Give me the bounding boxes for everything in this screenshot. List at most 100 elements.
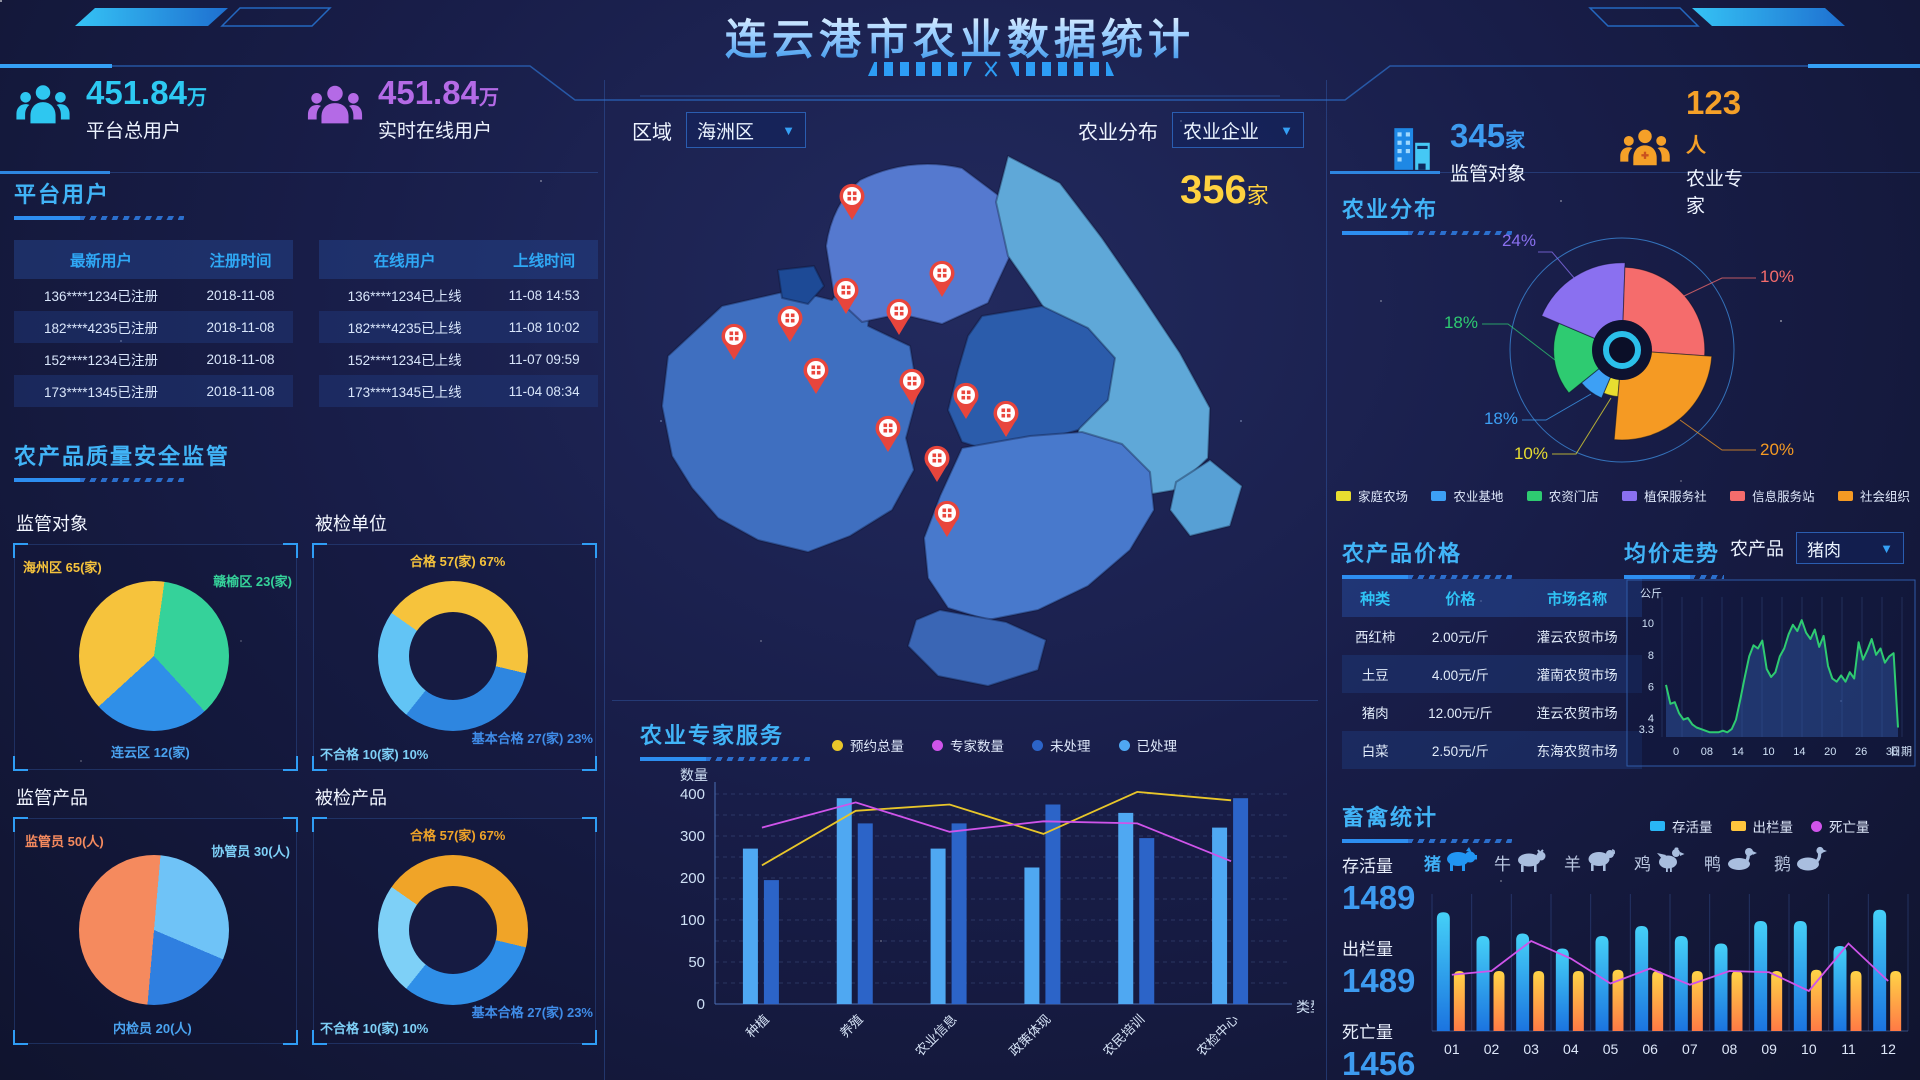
animal-tab-sheep[interactable]: 羊	[1564, 846, 1618, 878]
legend-label: 专家数量	[950, 739, 1004, 754]
bar-出栏量	[1652, 971, 1664, 1031]
table-header-cell: 市场名称	[1512, 579, 1642, 617]
table-row: 土豆 4.00元/斤 灌南农贸市场	[1342, 655, 1642, 693]
svg-text:农民培训: 农民培训	[1100, 1012, 1147, 1059]
svg-text:09: 09	[1761, 1041, 1777, 1057]
animal-tab-cow[interactable]: 牛	[1494, 846, 1548, 878]
legend-item[interactable]: 农资门店	[1526, 486, 1599, 505]
map-pin[interactable]	[875, 415, 901, 452]
animal-tab-pig[interactable]: 猪	[1424, 846, 1478, 878]
svg-text:07: 07	[1682, 1041, 1698, 1057]
table-cell: 11-08 14:53	[508, 287, 580, 303]
chicken-icon	[1655, 846, 1688, 878]
svg-text:14: 14	[1732, 746, 1744, 758]
legend-swatch	[1526, 490, 1542, 501]
map-pin[interactable]	[993, 400, 1019, 437]
svg-text:日期: 日期	[1890, 745, 1912, 758]
map-pin[interactable]	[721, 323, 747, 360]
map-pin[interactable]	[929, 260, 955, 297]
left-stats-row: 451.84万 平台总用户 451.84万 实时在线用户	[14, 74, 598, 143]
legend-item[interactable]: 预约总量	[832, 735, 904, 755]
table-row: 白菜 2.50元/斤 东海农贸市场	[1342, 731, 1642, 769]
legend-item[interactable]: 家庭农场	[1336, 486, 1408, 505]
legend-item[interactable]: 死亡量	[1811, 816, 1870, 836]
svg-text:24%: 24%	[1502, 231, 1536, 250]
product-select[interactable]: 猪肉 ▼	[1796, 532, 1904, 564]
stat-online-users-label: 实时在线用户	[378, 121, 493, 142]
table-cell: 灌云农贸市场	[1536, 630, 1618, 645]
distribution-select[interactable]: 农业企业 ▼	[1172, 112, 1304, 148]
svg-text:05: 05	[1603, 1041, 1619, 1057]
legend-swatch	[1837, 490, 1853, 501]
expert-legend: 预约总量 专家数量 未处理 已处理	[832, 735, 1177, 755]
map-pin[interactable]	[839, 183, 865, 220]
svg-text:10: 10	[1801, 1041, 1817, 1057]
stat-supervised-label: 监管对象	[1450, 163, 1527, 185]
legend-item[interactable]: 出栏量	[1730, 816, 1793, 836]
pie-label: 基本合格 27(家) 23%	[471, 1005, 593, 1020]
svg-text:200: 200	[680, 870, 705, 887]
pie-label: 合格 57(家) 67%	[410, 554, 506, 569]
chevron-down-icon: ▼	[1880, 540, 1893, 556]
region-select[interactable]: 海洲区 ▼	[686, 112, 806, 148]
map-pin[interactable]	[934, 500, 960, 537]
platform-user-tables: 最新用户 注册时间 136****1234已注册 2018-11-08 182****4…	[14, 240, 598, 407]
legend-item[interactable]: 社会组织	[1837, 486, 1910, 505]
stat-experts: 123人 农业专家	[1618, 84, 1760, 218]
legend-swatch	[1032, 739, 1043, 751]
bar-出栏量	[1850, 971, 1862, 1031]
animal-label: 鸡	[1634, 854, 1651, 874]
livestock-stats: 存活量 1489 出栏量 1489 死亡量 1456	[1342, 852, 1428, 1080]
map-pin[interactable]	[924, 445, 950, 482]
table-cell: 4.00元/斤	[1431, 668, 1489, 683]
legend-label: 农业基地	[1453, 490, 1504, 504]
bar-出栏量	[1612, 969, 1624, 1031]
svg-text:400: 400	[680, 786, 705, 803]
svg-text:数量: 数量	[680, 767, 708, 783]
legend-item[interactable]: 专家数量	[932, 735, 1004, 755]
map-pin[interactable]	[953, 382, 979, 419]
table-cell: 136****1234已上线	[347, 289, 462, 304]
duck-icon	[1725, 846, 1758, 878]
map-count: 356家	[1180, 168, 1269, 212]
svg-text:0: 0	[697, 996, 705, 1013]
legend-swatch	[1650, 821, 1665, 831]
bar-存活量	[1516, 933, 1530, 1031]
region-map[interactable]	[610, 138, 1310, 698]
map-pin[interactable]	[899, 368, 925, 405]
legend-item[interactable]: 已处理	[1118, 735, 1177, 755]
pie-label: 协管员 30(人)	[211, 844, 290, 859]
pie-label: 内检员 20(人)	[113, 1021, 192, 1036]
svg-text:6: 6	[1648, 681, 1654, 693]
animal-tab-duck[interactable]: 鸭	[1704, 846, 1758, 878]
legend-item[interactable]: 信息服务站	[1730, 486, 1815, 505]
animal-label: 鹅	[1774, 854, 1791, 874]
title-emblem	[868, 60, 1132, 78]
chevron-down-icon: ▼	[782, 122, 795, 138]
chart-frame: 合格 57(家) 67% 基本合格 27(家) 23% 不合格 10(家) 10…	[312, 817, 597, 1045]
experts-icon	[1618, 125, 1672, 178]
legend-item[interactable]: 存活量	[1650, 816, 1713, 836]
bar-存活量	[1476, 936, 1490, 1031]
card-subtitle: 被检产品	[315, 788, 387, 808]
map-pin[interactable]	[777, 305, 803, 342]
legend-label: 死亡量	[1829, 820, 1870, 835]
map-pin[interactable]	[833, 277, 859, 314]
svg-text:10: 10	[1642, 618, 1654, 630]
animal-tab-chicken[interactable]: 鸡	[1634, 846, 1688, 878]
card-supervision-objects: 监管对象 海州区 65(家) 赣榆区 23(家) 连云区 12(家)	[13, 496, 298, 771]
card-inspected-products: 被检产品 合格 57(家) 67% 基本合格 27(家) 23% 不合格 10(…	[312, 770, 597, 1045]
legend-item[interactable]: 未处理	[1032, 735, 1091, 755]
legend-item[interactable]: 农业基地	[1431, 486, 1503, 505]
map-pin[interactable]	[803, 357, 829, 394]
animal-tab-goose[interactable]: 鹅	[1774, 846, 1828, 878]
legend-item[interactable]: 植保服务社	[1622, 486, 1707, 505]
table-row: 西红柿 2.00元/斤 灌云农贸市场	[1342, 617, 1642, 655]
bar-已处理	[742, 848, 758, 1004]
map-pin[interactable]	[886, 298, 912, 335]
legend-label: 存活量	[1672, 820, 1713, 835]
svg-text:100: 100	[680, 912, 705, 929]
table-cell: 11-08 10:02	[508, 319, 580, 335]
left-panel: 451.84万 平台总用户 451.84万 实时在线用户 平台用户	[13, 74, 598, 1074]
